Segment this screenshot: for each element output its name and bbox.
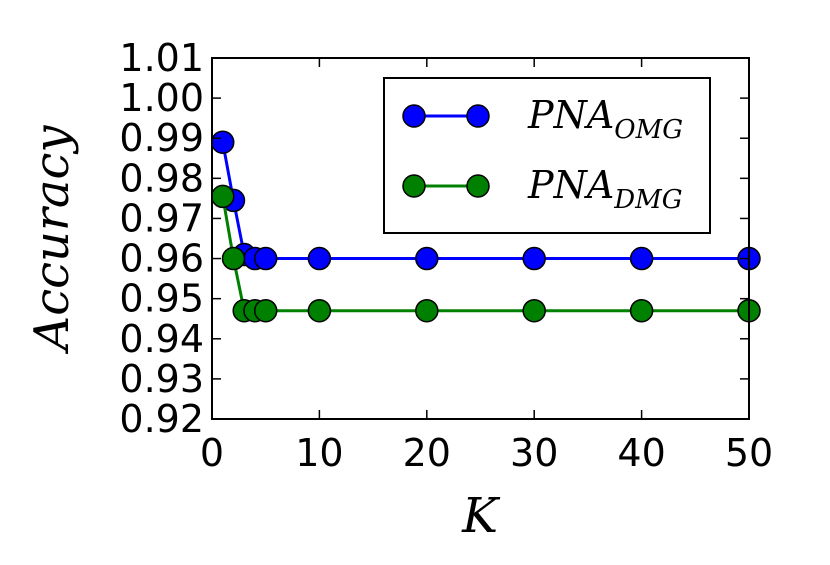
y-tick-label: 0.94 [119, 317, 204, 361]
plot-frame [211, 57, 750, 420]
y-tick-label: 0.98 [119, 156, 204, 200]
legend-marker [466, 104, 490, 128]
x-axis-title: K [461, 488, 501, 544]
legend-marker [466, 174, 490, 198]
y-tick-label: 0.96 [119, 237, 204, 281]
y-tick-label: 0.99 [119, 116, 204, 160]
legend-box [383, 77, 711, 234]
x-tick-label: 30 [510, 431, 558, 475]
data-point-dmg [522, 298, 546, 323]
data-point-omg [415, 246, 439, 271]
x-tick-label: 0 [200, 431, 224, 475]
data-point-dmg [629, 298, 654, 323]
data-point-dmg [221, 246, 246, 271]
legend-label: PNAOMG [527, 93, 683, 145]
legend-marker [402, 174, 426, 198]
series-layer [210, 130, 761, 323]
data-point-dmg [210, 184, 235, 209]
legend: PNAOMG PNADMG [383, 77, 711, 234]
x-tick-label: 40 [617, 431, 665, 475]
y-tick-label: 0.93 [119, 357, 204, 401]
series-line-omg [221, 141, 749, 261]
ticks-layer: 0 10 20 30 40 50 0.920.930.940.950.960.970.980… [119, 36, 773, 475]
y-tick-label: 0.95 [119, 277, 204, 321]
x-tick-label: 10 [295, 431, 343, 475]
y-tick-label: 0.97 [119, 196, 204, 240]
y-tick-label: 1.01 [119, 36, 204, 80]
data-point-omg [522, 246, 546, 271]
data-point-omg [307, 246, 332, 271]
data-point-dmg [253, 298, 278, 323]
data-point-omg [629, 246, 654, 271]
data-point-dmg [415, 298, 439, 323]
data-point-omg [253, 246, 278, 271]
data-point-dmg [307, 298, 332, 323]
series-line-dmg [221, 196, 749, 313]
y-axis-title: Accuracy [24, 125, 80, 355]
x-tick-label: 50 [725, 431, 773, 475]
y-tick-label: 1.00 [119, 76, 204, 120]
data-point-omg [210, 130, 235, 154]
legend-label: PNADMG [527, 163, 683, 215]
y-tick-label: 0.92 [119, 397, 204, 441]
x-tick-label: 20 [403, 431, 451, 475]
legend-marker [402, 104, 426, 128]
